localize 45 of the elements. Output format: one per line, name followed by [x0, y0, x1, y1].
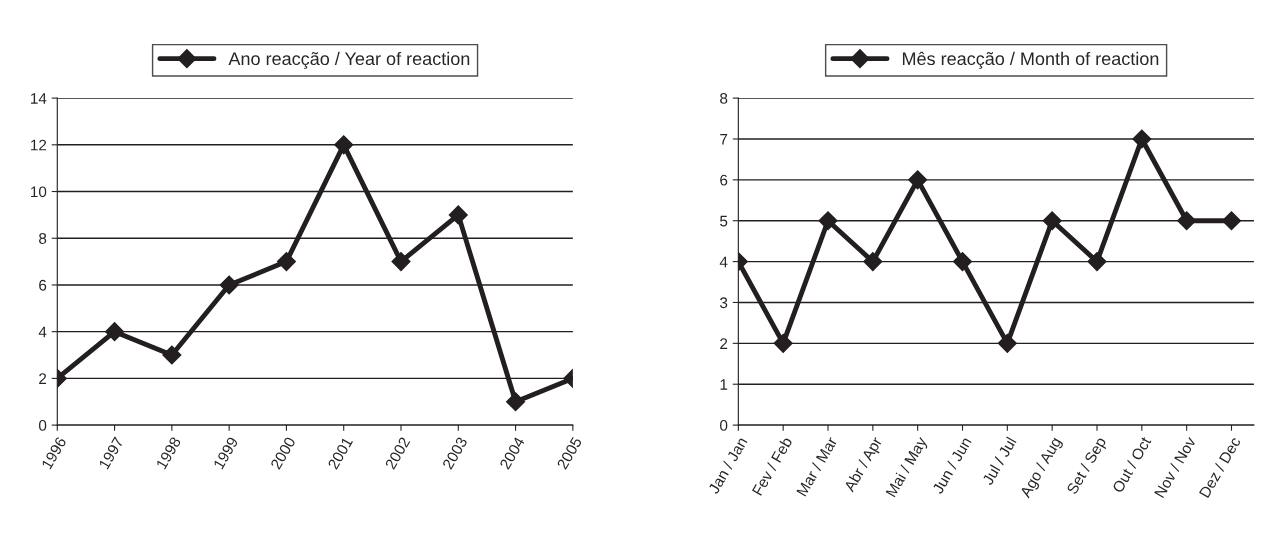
point	[162, 345, 182, 365]
y-tick-label: 4	[38, 326, 47, 338]
point	[1221, 211, 1242, 231]
point	[506, 392, 526, 412]
y-tick-label: 10	[31, 186, 47, 198]
y-tick-label: 6	[720, 174, 728, 186]
y-tick-label: 8	[720, 92, 728, 104]
x-tick-label: Jul / Jul	[981, 436, 1017, 486]
point	[105, 322, 125, 342]
point	[997, 333, 1017, 353]
point	[1177, 211, 1197, 231]
y-tick-label: 1	[720, 379, 728, 390]
legend-label: Ano reacção / Year of reaction	[228, 51, 470, 69]
point	[1042, 211, 1062, 231]
x-tick-label: Set / Sep	[1065, 436, 1110, 497]
point	[818, 211, 838, 231]
y-tick-label: 7	[720, 134, 728, 145]
point	[276, 252, 296, 272]
x-tick-label: Fev / Feb	[751, 436, 793, 496]
point	[908, 170, 928, 190]
point	[773, 333, 793, 353]
x-tick-label: Jun / Jun	[931, 436, 972, 495]
y-tick-label: 2	[720, 338, 728, 349]
y-tick-label: 4	[719, 256, 728, 268]
y-tick-label: 2	[39, 373, 47, 384]
point	[1087, 252, 1107, 272]
y-tick-label: 14	[31, 93, 47, 104]
point	[448, 205, 468, 225]
x-tick-label: Jan / Jan	[707, 436, 748, 495]
x-tick-label: Abr / Apr	[843, 435, 886, 495]
y-tick-label: 8	[39, 233, 47, 244]
point	[863, 252, 883, 272]
point	[334, 135, 354, 155]
y-tick-label: 0	[720, 419, 728, 431]
legend-label: Mês reacção / Month of reaction	[902, 51, 1159, 69]
y-tick-label: 12	[31, 139, 47, 151]
y-tick-label: 3	[720, 297, 728, 309]
y-tick-label: 6	[39, 279, 47, 291]
y-tick-label: 5	[720, 215, 728, 227]
point	[1132, 129, 1152, 149]
y-tick-label: 0	[38, 419, 47, 431]
point	[219, 275, 239, 295]
x-tick-label: Out / Oct	[1111, 435, 1152, 494]
point	[391, 252, 411, 272]
point	[952, 252, 973, 272]
